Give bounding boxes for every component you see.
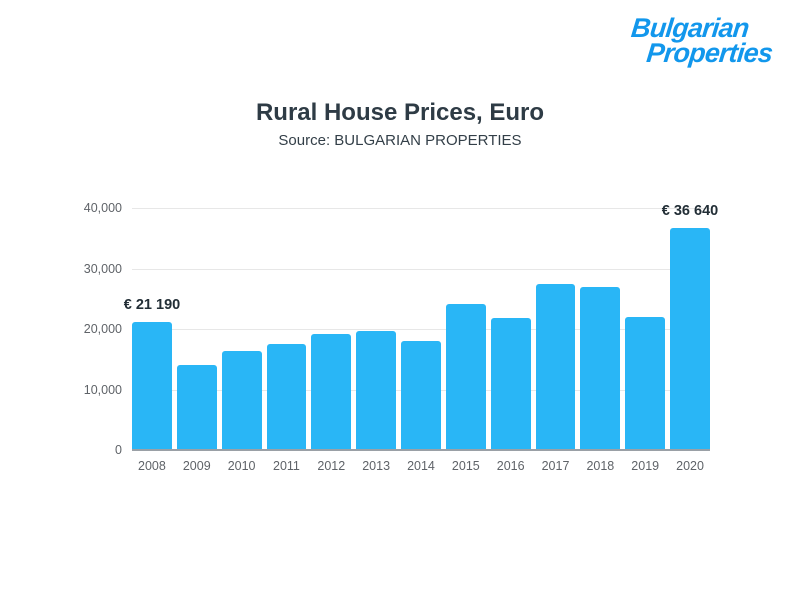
plot-area: 2008 2009 2010 2011 2012 2013 2014 2015 2016 2017… <box>124 203 718 473</box>
y-tick-label: 40,000 <box>83 201 122 215</box>
bar-slot: 2012 <box>311 208 352 473</box>
bar-2015 <box>445 304 486 450</box>
bar-series: 2008 2009 2010 2011 2012 2013 2014 2015 2016 2017… <box>132 208 710 473</box>
bar-slot: 2009 <box>176 208 217 473</box>
x-tick-label: 2010 <box>227 459 256 473</box>
x-tick-label: 2009 <box>182 459 211 473</box>
y-tick-label: 30,000 <box>83 261 122 276</box>
logo-line2: Properties <box>645 37 775 68</box>
x-tick-label: 2015 <box>451 459 480 473</box>
bar-slot: 2008 <box>132 208 172 473</box>
bar-slot: 2017 <box>535 208 576 473</box>
bar-2009 <box>176 365 217 450</box>
bar-slot: 2016 <box>490 208 531 473</box>
bar-2014 <box>401 341 441 450</box>
y-tick-label: 20,000 <box>83 322 122 336</box>
bar-slot: 2018 <box>580 208 621 473</box>
bar-2019 <box>625 316 666 450</box>
bar-2008 <box>132 321 172 450</box>
bar-slot: 2020 <box>670 208 710 473</box>
bar-slot: 2013 <box>356 208 397 473</box>
x-tick-label: 2016 <box>496 459 525 473</box>
y-tick-label: 10,000 <box>83 382 122 397</box>
gridline <box>132 329 710 330</box>
x-tick-label: 2008 <box>138 459 166 473</box>
chart-subtitle: Source: BULGARIAN PROPERTIES <box>278 132 522 149</box>
x-tick-label: 2014 <box>407 459 435 473</box>
bar-2017 <box>535 283 576 450</box>
value-annotation: € 36 640 <box>661 203 719 220</box>
x-tick-label: 2018 <box>586 459 615 473</box>
bar-slot: 2015 <box>445 208 486 473</box>
y-axis-labels: 0 10,000 20,000 30,000 40,000 <box>56 201 122 457</box>
gridline <box>132 208 710 209</box>
y-tick-label: 0 <box>115 443 122 457</box>
bulgarian-properties-logo: Bulgarian Properties <box>628 13 777 68</box>
bar-slot: 2011 <box>266 208 307 473</box>
value-annotation: € 21 190 <box>123 296 181 313</box>
x-tick-label: 2011 <box>273 459 300 473</box>
bar-2016 <box>490 318 531 450</box>
bar-2010 <box>221 350 262 450</box>
bar-2013 <box>356 330 397 450</box>
x-tick-label: 2020 <box>676 459 704 473</box>
x-tick-label: 2013 <box>362 459 391 473</box>
bar-2012 <box>311 333 352 450</box>
gridline <box>132 268 710 270</box>
x-axis-line <box>132 449 710 451</box>
bar-slot: 2019 <box>625 208 666 473</box>
bar-2018 <box>580 286 621 450</box>
bar-slot: 2014 <box>401 208 441 473</box>
x-tick-label: 2017 <box>541 459 570 473</box>
bar-2011 <box>266 344 307 450</box>
chart-title: Rural House Prices, Euro <box>255 99 545 126</box>
x-tick-label: 2019 <box>631 459 660 473</box>
bar-2020 <box>670 228 710 450</box>
x-tick-label: 2012 <box>317 459 346 473</box>
bar-slot: 2010 <box>221 208 262 473</box>
